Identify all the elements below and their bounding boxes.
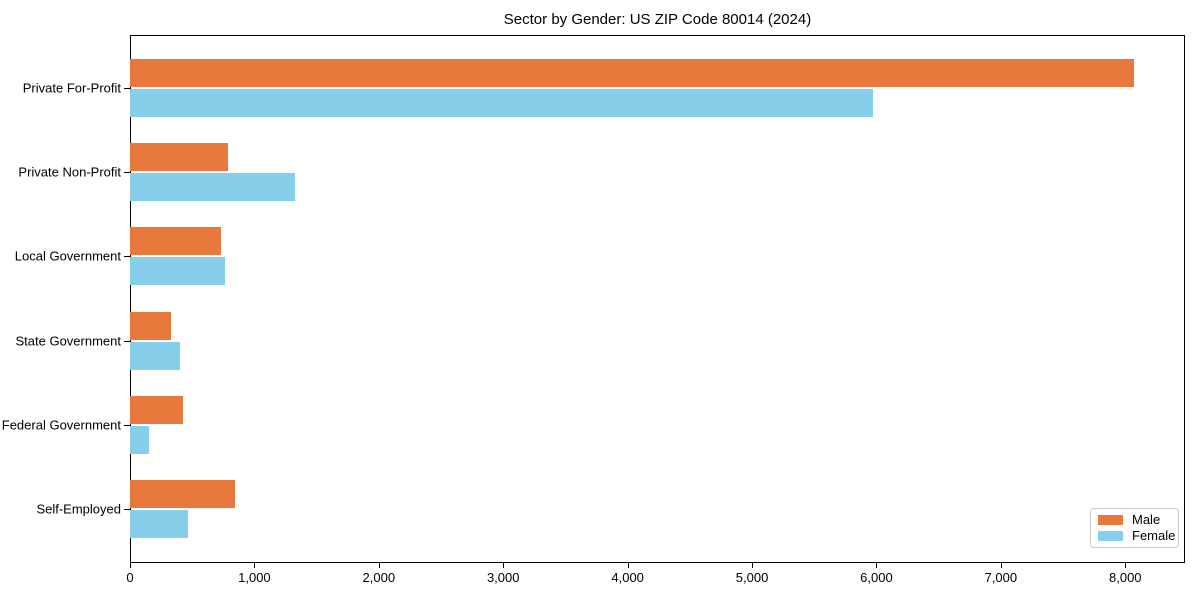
y-tick-mark (124, 88, 130, 89)
x-tick-label: 0 (126, 570, 134, 585)
y-tick-mark (124, 340, 130, 342)
bar-male-local-government (130, 227, 222, 256)
x-tick-label: 5,000 (735, 570, 769, 585)
y-tick-label-local-government: Local Government (14, 248, 121, 264)
x-tick-label: 6,000 (860, 570, 893, 585)
x-tick-mark (1000, 563, 1002, 568)
x-tick-mark (254, 563, 256, 568)
y-tick-mark (124, 256, 130, 258)
x-tick-label: 8,000 (1109, 570, 1142, 585)
y-tick-mark (124, 172, 130, 174)
bar-male-state-government (130, 311, 172, 340)
y-tick-label-self-employed: Self-Employed (36, 501, 121, 517)
x-tick-label: 2,000 (362, 570, 396, 585)
plot-area (130, 35, 1185, 563)
chart-title: Sector by Gender: US ZIP Code 80014 (202… (503, 11, 812, 28)
y-tick-label-federal-government: Federal Government (1, 417, 121, 433)
legend-swatch-female (1098, 530, 1123, 541)
legend-item-female: Female (1098, 528, 1175, 543)
x-tick-mark (627, 563, 629, 568)
y-tick-label-private-for-profit: Private For-Profit (22, 80, 121, 96)
bar-male-federal-government (130, 395, 184, 424)
x-tick-mark (876, 563, 878, 568)
bar-male-private-for-profit (130, 59, 1134, 87)
bar-female-local-government (130, 257, 226, 286)
x-tick-mark (130, 563, 131, 568)
x-tick-mark (1125, 563, 1127, 568)
bar-female-private-non-profit (130, 173, 296, 202)
y-tick-label-private-non-profit: Private Non-Profit (18, 164, 121, 180)
y-tick-label-state-government: State Government (15, 333, 122, 349)
bar-female-state-government (130, 341, 180, 370)
legend-label-male: Male (1132, 512, 1161, 528)
legend-label-female: Female (1132, 527, 1176, 543)
bar-female-self-employed (130, 510, 188, 538)
x-tick-mark (752, 563, 754, 568)
bar-female-federal-government (130, 425, 150, 454)
x-tick-mark (378, 563, 380, 568)
bar-male-self-employed (130, 480, 236, 508)
x-tick-mark (503, 563, 505, 568)
legend: Male Female (1090, 508, 1179, 548)
bar-female-private-for-profit (130, 89, 873, 117)
x-tick-label: 4,000 (611, 570, 644, 585)
legend-item-male: Male (1098, 513, 1171, 527)
legend-swatch-male (1098, 515, 1123, 526)
x-tick-label: 1,000 (238, 570, 271, 585)
bar-male-private-non-profit (130, 143, 229, 172)
x-tick-label: 3,000 (486, 570, 520, 585)
x-tick-label: 7,000 (984, 570, 1018, 585)
y-tick-mark (124, 509, 130, 510)
y-tick-mark (124, 424, 130, 426)
